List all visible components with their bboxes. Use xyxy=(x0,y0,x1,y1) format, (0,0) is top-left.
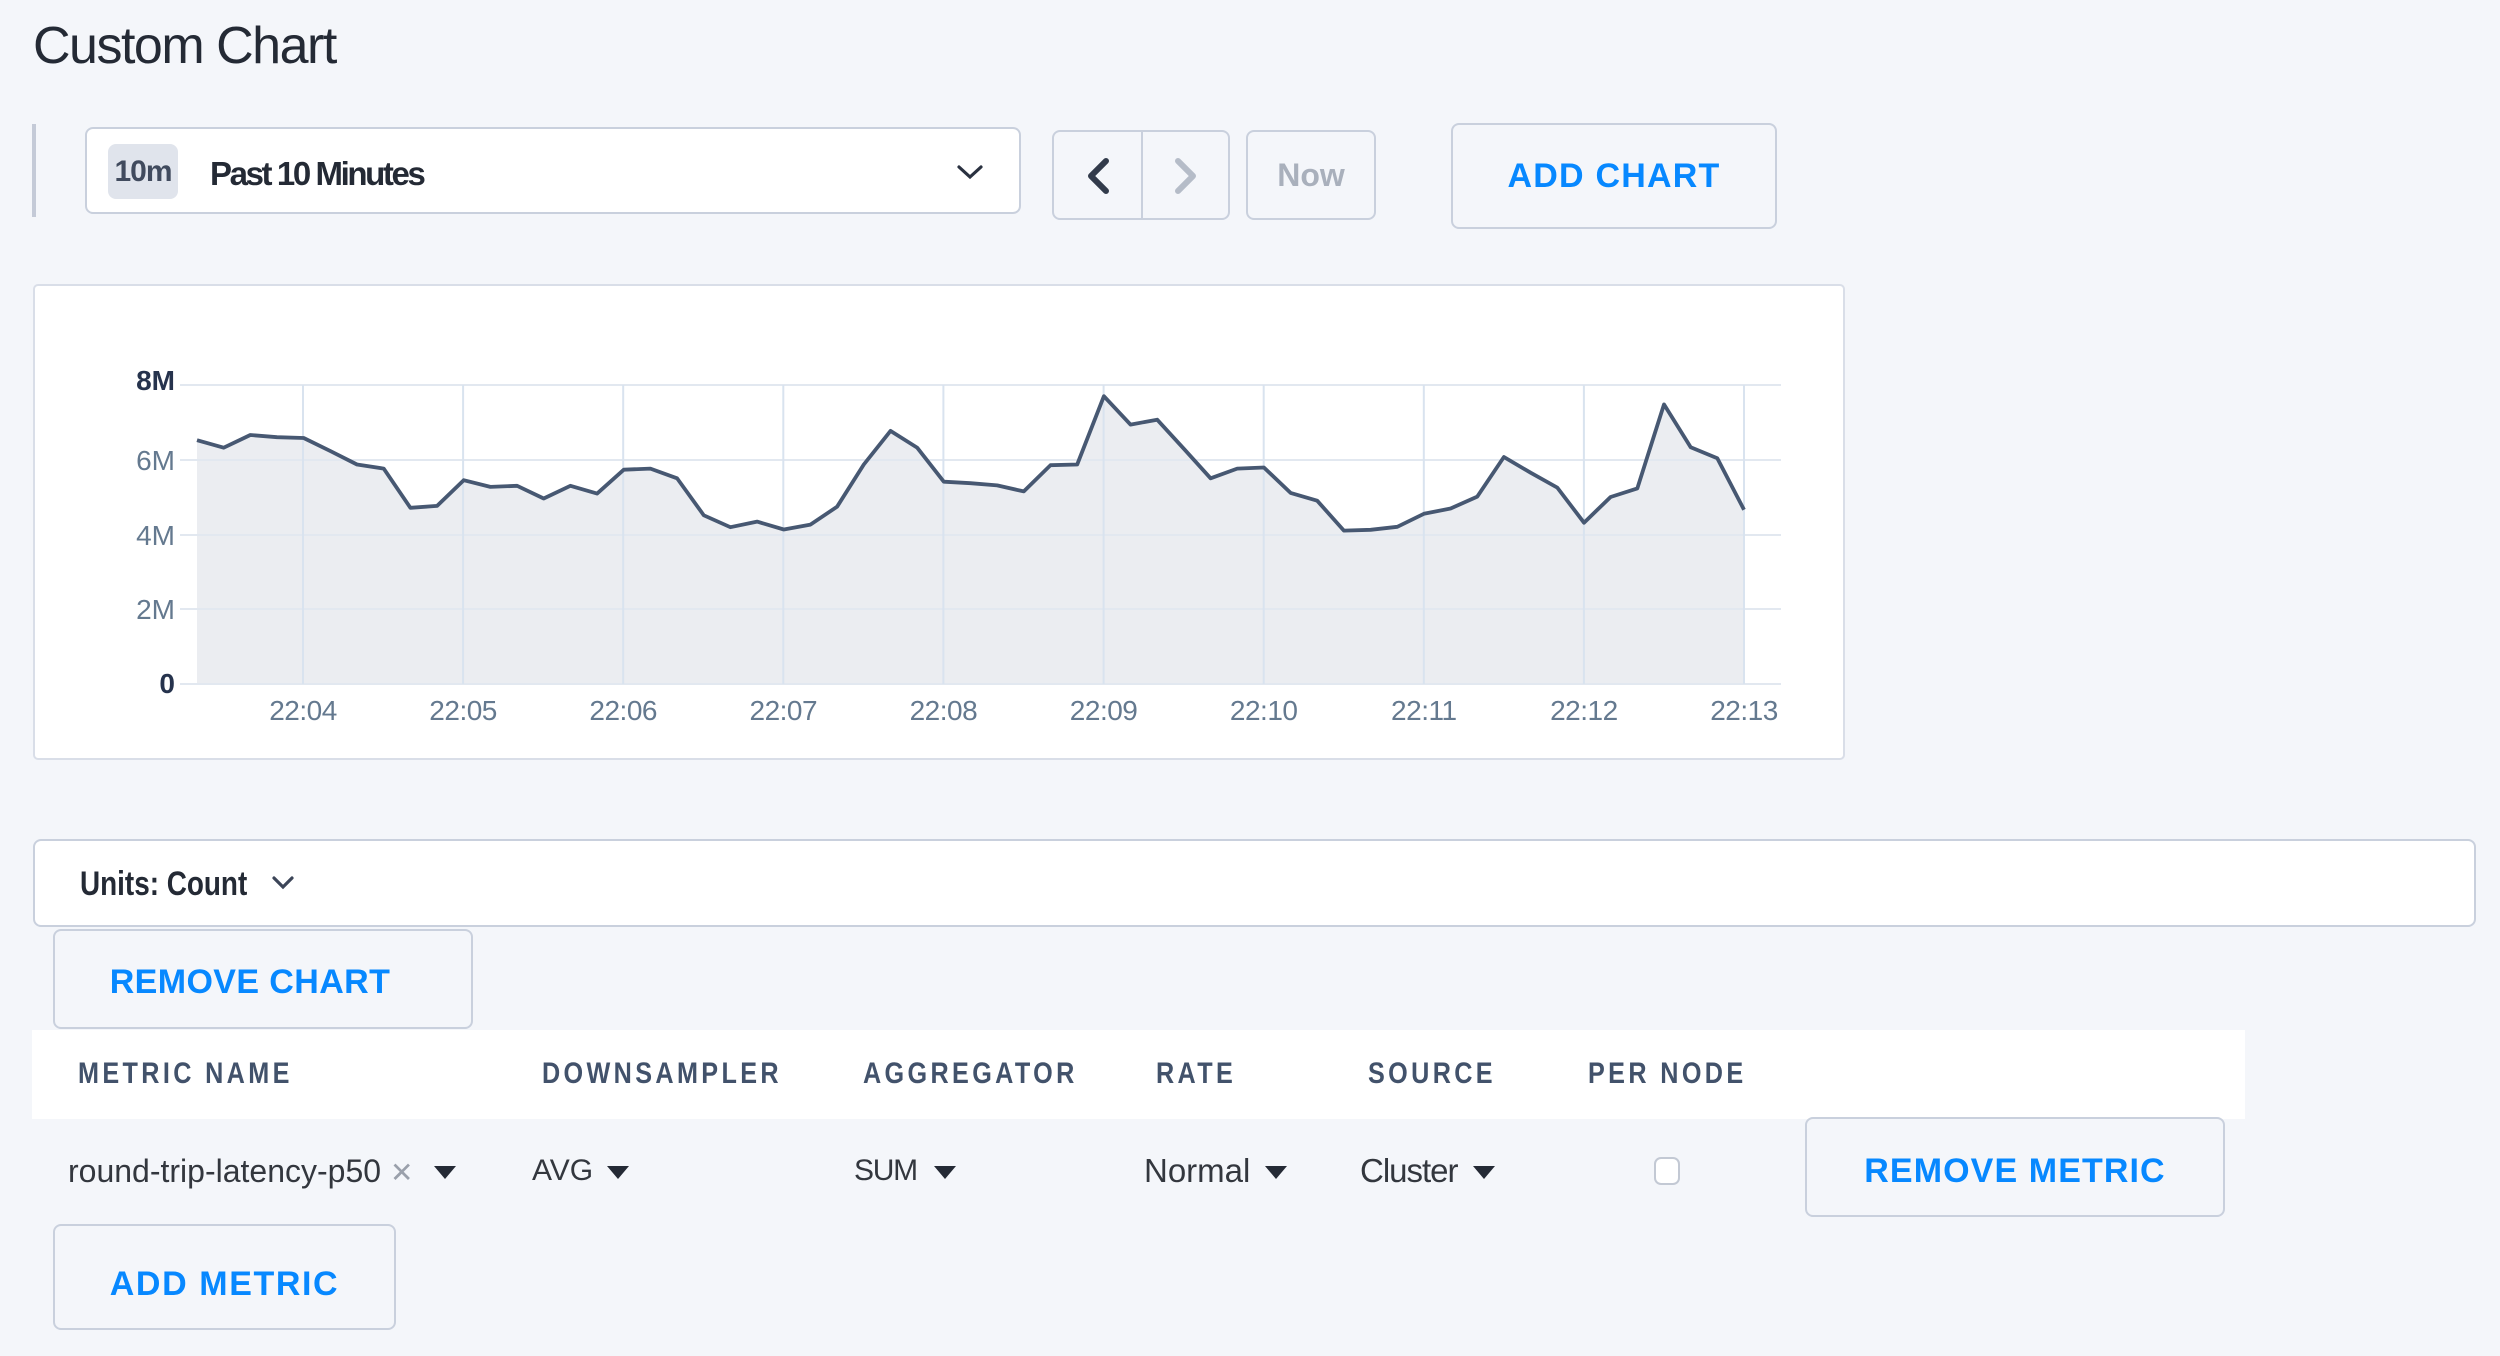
svg-text:4M: 4M xyxy=(136,520,175,551)
svg-text:2M: 2M xyxy=(136,594,175,625)
svg-text:22:09: 22:09 xyxy=(1070,695,1138,726)
svg-text:8M: 8M xyxy=(136,365,175,396)
svg-text:22:05: 22:05 xyxy=(429,695,497,726)
svg-text:22:12: 22:12 xyxy=(1550,695,1618,726)
svg-text:22:11: 22:11 xyxy=(1391,695,1457,726)
svg-text:22:07: 22:07 xyxy=(750,695,818,726)
svg-text:22:10: 22:10 xyxy=(1230,695,1298,726)
svg-text:6M: 6M xyxy=(136,445,175,476)
svg-text:0: 0 xyxy=(159,668,175,699)
svg-text:22:04: 22:04 xyxy=(269,695,337,726)
svg-text:22:06: 22:06 xyxy=(589,695,657,726)
svg-text:22:08: 22:08 xyxy=(910,695,978,726)
svg-text:22:13: 22:13 xyxy=(1710,695,1778,726)
